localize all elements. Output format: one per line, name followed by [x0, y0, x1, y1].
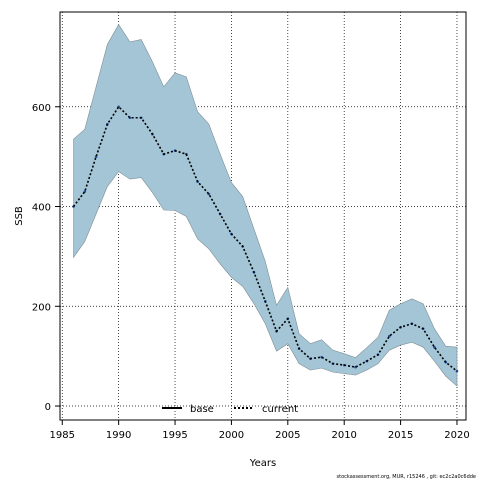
x-tick-label: 2020	[444, 430, 469, 441]
x-tick-label: 1990	[106, 430, 131, 441]
y-tick-label: 200	[32, 302, 51, 313]
plot-frame	[59, 11, 467, 421]
y-tick-label: 400	[32, 203, 51, 214]
y-tick-label: 600	[32, 103, 51, 114]
confidence-band	[73, 23, 458, 387]
y-axis: 0 200 400 600	[32, 103, 60, 413]
x-tick-label: 1985	[50, 430, 75, 441]
x-tick-label: 2005	[275, 430, 300, 441]
x-tick-label: 2015	[388, 430, 413, 441]
y-tick-label: 0	[45, 402, 51, 413]
legend-base-label: base	[190, 404, 214, 415]
current-line	[72, 105, 458, 372]
y-axis-title: SSB	[14, 206, 25, 226]
x-tick-label: 1995	[162, 430, 187, 441]
x-tick-label: 2010	[331, 430, 356, 441]
current-point	[388, 334, 391, 338]
legend: base current	[162, 404, 298, 415]
footer-text: stockassessment.org, MUR, r15246 , git: …	[337, 474, 476, 480]
x-tick-label: 2000	[219, 430, 244, 441]
x-axis-title: Years	[249, 458, 276, 469]
legend-current-label: current	[262, 404, 298, 415]
x-axis: 1985 1990 1995 2000 2005 2010 2015 2020	[50, 420, 470, 441]
